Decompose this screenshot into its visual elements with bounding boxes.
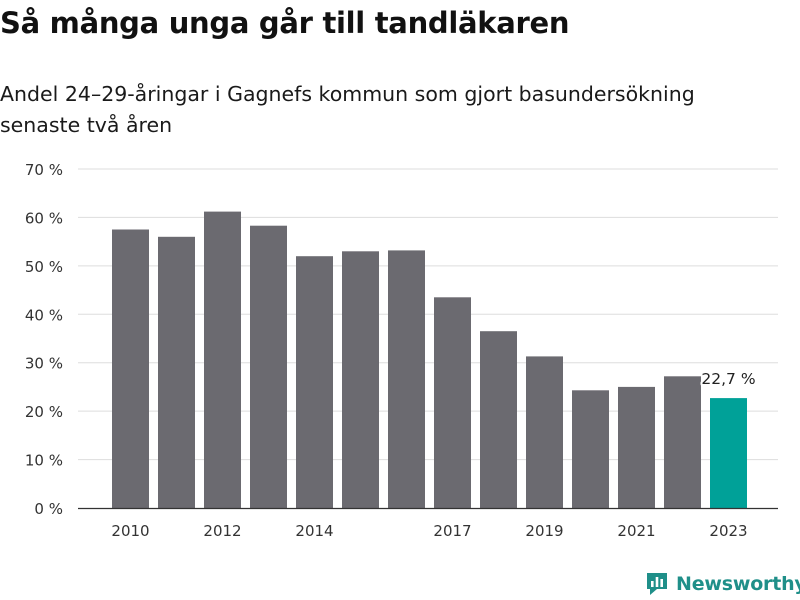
y-tick-label: 40 % — [25, 306, 63, 324]
x-tick-label: 2017 — [433, 522, 471, 540]
brand-logo: Newsworthy — [645, 570, 800, 598]
bar-2012 — [204, 211, 241, 508]
bar-2014 — [296, 256, 333, 508]
y-tick-label: 60 % — [25, 209, 63, 227]
x-tick-label: 2023 — [709, 522, 747, 540]
y-tick-label: 30 % — [25, 355, 63, 373]
y-tick-label: 50 % — [25, 258, 63, 276]
x-tick-label: 2010 — [111, 522, 149, 540]
x-tick-label: 2014 — [295, 522, 333, 540]
bar-2023 — [710, 398, 747, 508]
bar-2011 — [158, 236, 195, 509]
bar-2019 — [526, 356, 563, 508]
x-tick-label: 2012 — [203, 522, 241, 540]
y-tick-label: 70 % — [25, 161, 63, 179]
bar-2016 — [388, 250, 425, 508]
bar-2022 — [664, 376, 701, 508]
data-label: 22,7 % — [701, 370, 755, 388]
bar-2015 — [342, 251, 379, 509]
bar-2017 — [434, 297, 471, 508]
newsworthy-chart-logo-icon — [647, 573, 667, 595]
x-tick-label: 2021 — [617, 522, 655, 540]
y-tick-label: 20 % — [25, 403, 63, 421]
bar-2013 — [250, 225, 287, 508]
bar-2020 — [572, 390, 609, 508]
bar-2010 — [112, 229, 149, 508]
x-tick-label: 2019 — [525, 522, 563, 540]
chart-subtitle: Andel 24–29-åringar i Gagnefs kommun som… — [0, 82, 695, 137]
chart-title: Så många unga går till tandläkaren — [0, 6, 570, 40]
y-tick-label: 0 % — [34, 500, 63, 518]
bar-2018 — [480, 331, 517, 508]
brand-name: Newsworthy — [676, 573, 800, 595]
bar-2021 — [618, 386, 655, 508]
y-tick-label: 10 % — [25, 452, 63, 470]
